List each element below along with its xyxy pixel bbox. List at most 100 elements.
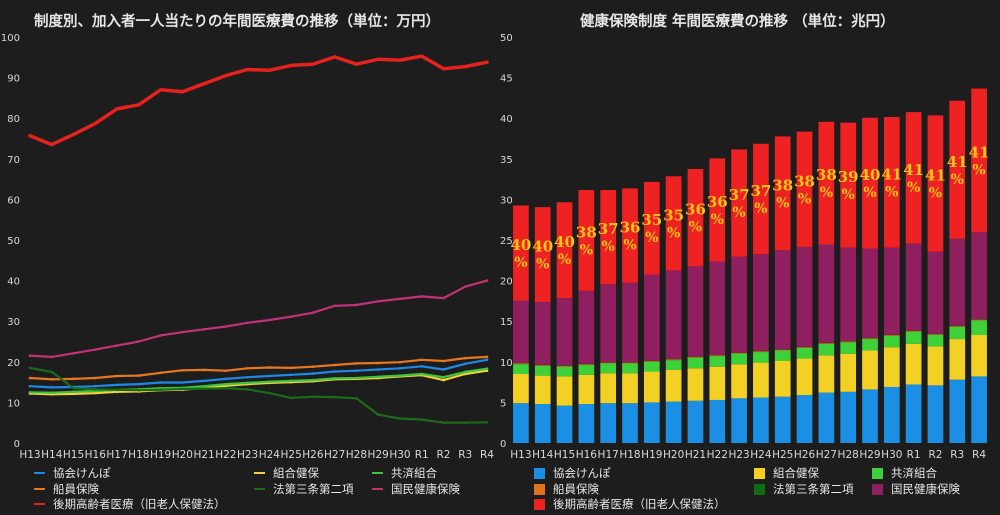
bar-segment xyxy=(796,346,813,348)
bar-segment xyxy=(753,350,769,352)
bar-segment xyxy=(905,243,922,331)
share-percent-sign: % xyxy=(689,220,702,236)
bar-segment xyxy=(862,350,878,390)
legend-label: 法第三条第二項 xyxy=(273,482,354,496)
share-annotation: 41% xyxy=(881,165,902,200)
legend-item: 協会けんぽ xyxy=(34,465,111,481)
x-tick-label: H28 xyxy=(838,449,859,461)
share-annotation: 38% xyxy=(816,166,837,201)
share-annotation: 41% xyxy=(903,161,924,196)
right-chart-title: 健康保険制度 年間医療費の推移 （単位：兆円） xyxy=(580,14,895,30)
x-tick-label: H29 xyxy=(859,449,880,461)
bar-segment xyxy=(709,158,726,262)
data-point xyxy=(181,90,184,94)
bar-segment xyxy=(513,363,529,365)
share-annotation: 36% xyxy=(685,201,706,236)
bar-segment xyxy=(971,376,987,443)
data-point xyxy=(398,297,402,301)
x-tick-label: H30 xyxy=(881,449,902,461)
bar-segment xyxy=(949,379,966,443)
data-point xyxy=(246,68,249,71)
x-tick-label: H14 xyxy=(41,449,63,461)
data-point xyxy=(333,363,336,367)
share-percent-sign: % xyxy=(863,185,876,201)
data-point xyxy=(442,368,445,371)
data-point xyxy=(333,370,336,373)
data-point xyxy=(72,390,75,394)
data-point xyxy=(376,375,380,379)
legend-swatch xyxy=(754,483,765,495)
bar-segment xyxy=(883,334,900,336)
data-point xyxy=(137,374,141,377)
bar-segment xyxy=(905,331,922,344)
share-annotation: 37% xyxy=(729,186,750,221)
bar-segment xyxy=(534,404,551,443)
data-point xyxy=(289,315,293,319)
left-chart-title: 制度別、加入者一人当たりの年間医療費の推移（単位：万円） xyxy=(34,14,440,30)
data-point xyxy=(442,421,445,425)
bar-segment xyxy=(578,363,595,365)
bar-segment xyxy=(774,349,791,351)
legend-label: 法第三条第二項 xyxy=(773,482,854,496)
y-tick-label: 10 xyxy=(500,358,513,369)
data-point xyxy=(159,388,162,392)
per-capita-line-chart: 0 10 20 30 40 50 60 70 80 90 100 H13 H14 H15 H16 H17 H18… xyxy=(1,33,494,461)
legend-swatch xyxy=(34,487,45,491)
y-tick-label: 0 xyxy=(500,439,506,450)
share-number: 37 xyxy=(750,182,771,200)
data-point xyxy=(181,369,184,372)
data-point xyxy=(463,372,467,376)
bar-segment xyxy=(513,373,529,404)
x-tick-label: H20 xyxy=(172,449,193,461)
bar-segment xyxy=(927,385,944,443)
data-point xyxy=(333,55,336,59)
data-point xyxy=(376,58,380,61)
data-point xyxy=(50,370,54,374)
bar-segment xyxy=(731,352,747,354)
data-point xyxy=(72,351,75,355)
x-tick-label: H13 xyxy=(510,449,531,461)
legend-swatch xyxy=(872,483,883,495)
data-point xyxy=(115,374,119,378)
x-tick-label: R3 xyxy=(950,449,964,461)
bar-segment xyxy=(971,232,987,320)
data-point xyxy=(224,325,228,328)
share-annotation: 41% xyxy=(925,167,946,202)
bar-segment xyxy=(731,364,747,399)
bar-segment xyxy=(643,181,660,275)
legend-item: 船員保険 xyxy=(534,481,599,497)
share-annotation: 35% xyxy=(641,211,662,246)
legend-label: 協会けんぽ xyxy=(553,466,611,480)
bar-segment xyxy=(687,368,704,401)
legend-label: 組合健保 xyxy=(773,466,819,480)
bar-segment xyxy=(534,302,551,365)
bar-segment xyxy=(513,364,529,374)
x-tick-label: H16 xyxy=(85,449,107,461)
bar-segment xyxy=(578,374,595,405)
data-point xyxy=(420,295,424,298)
data-point xyxy=(28,354,32,358)
bar-segment xyxy=(971,319,987,320)
bar-segment xyxy=(578,290,595,364)
bar-segment xyxy=(949,238,966,326)
legend-item: 共済組合 xyxy=(372,465,437,481)
data-point xyxy=(355,376,358,380)
bar-segment xyxy=(971,320,987,336)
share-number: 40 xyxy=(510,236,531,254)
data-point xyxy=(93,122,97,125)
data-point xyxy=(442,375,445,379)
bar-segment xyxy=(665,359,682,361)
data-point xyxy=(485,367,489,371)
data-point xyxy=(224,382,228,386)
x-tick-label: H18 xyxy=(619,449,640,461)
data-point xyxy=(485,60,489,64)
data-point xyxy=(28,384,32,388)
data-point xyxy=(181,330,184,334)
total-cost-stacked-bar-chart: 0 5 10 15 20 25 30 35 40 45 50 H13 40 % H14 40 % H15 40 % H1… xyxy=(500,33,990,461)
data-point xyxy=(398,417,402,420)
data-point xyxy=(333,395,336,399)
share-annotation: 35% xyxy=(663,206,684,241)
bar-segment xyxy=(622,282,638,363)
bar-segment xyxy=(687,356,704,358)
